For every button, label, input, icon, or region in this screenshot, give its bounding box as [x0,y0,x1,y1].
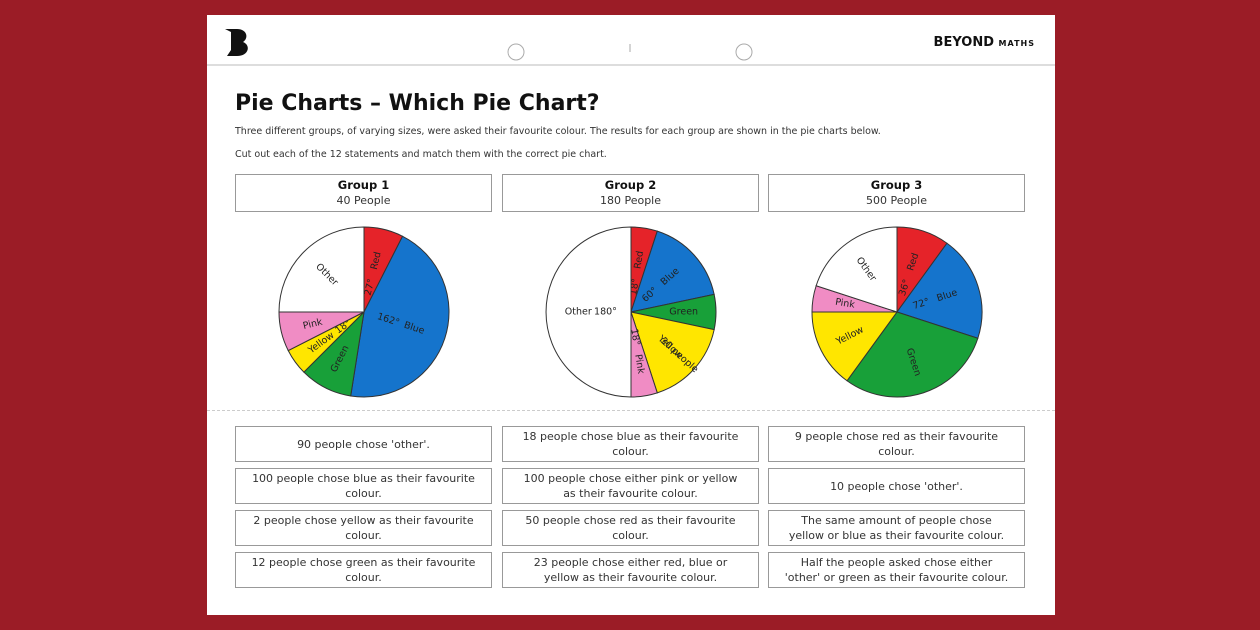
statement-card: 18 people chose blue as their favourite … [502,426,759,462]
statement-card: The same amount of people chose yellow o… [768,510,1025,546]
brand-sub: MATHS [998,39,1035,48]
statement-card: 100 people chose blue as their favourite… [235,468,492,504]
group-size: 500 People [865,194,928,207]
group-header: Group 2 180 People [502,174,759,212]
group-name: Group 1 [337,178,390,192]
statement-card: 10 people chose 'other'. [768,468,1025,504]
title: Pie Charts – Which Pie Chart? [235,91,600,116]
slice-value-label: 180° [594,307,617,318]
slice-name: Red [905,252,921,273]
statement-card: Half the people asked chose either 'othe… [768,552,1025,588]
pie-slice [815,226,897,313]
statement-card: 12 people chose green as their favourite… [235,552,492,588]
intro: Cut out each of the 12 statements and ma… [235,149,607,160]
slice-value-label: 72° [911,296,930,312]
statement-card: 90 people chose 'other'. [235,426,492,462]
group-size: 40 People [336,194,391,207]
pie-slice [629,311,715,394]
pie-slice [895,242,982,339]
statement-card: 50 people chose red as their favourite c… [502,510,759,546]
brand: BEYOND MATHS [934,35,1035,50]
pie-slice [629,230,715,313]
pie-slice [277,226,364,313]
slice-name: Red [632,250,646,270]
pie-slice [845,311,978,398]
statement-card: 9 people chose red as their favourite co… [768,426,1025,462]
slice-name: Pink [834,297,856,311]
statement-card: 2 people chose yellow as their favourite… [235,510,492,546]
slice-name: Pink [632,353,646,375]
logo [225,29,248,56]
group-name: Group 3 [870,178,923,192]
slice-name: Red [368,251,383,271]
statement-card: 100 people chose either pink or yellow a… [502,468,759,504]
slice-value-label: 18° [628,328,641,346]
group-header: Group 3 500 People [768,174,1025,212]
punch-hole [735,43,753,61]
cut-line [207,410,1055,411]
pie-slice [349,235,449,398]
intro: Three different groups, of varying sizes… [235,126,881,137]
statement-card: 23 people chose either red, blue or yell… [502,552,759,588]
punch-hole [507,43,525,61]
slice-value-label: 27° [362,278,377,297]
slice-value-label: 36° [897,278,913,297]
group-size: 180 People [599,194,662,207]
slice-name: Green [669,307,698,318]
group-header: Group 1 40 People [235,174,492,212]
group-name: Group 2 [604,178,657,192]
pie-slice [545,226,631,398]
slice-name: Pink [301,317,323,332]
header-bar [207,29,1055,66]
pie-slice [810,311,898,382]
worksheet: BEYOND MATHS Pie Charts – Which Pie Char… [207,15,1055,615]
brand-name: BEYOND [933,35,995,50]
slice-name: Other [564,307,591,318]
